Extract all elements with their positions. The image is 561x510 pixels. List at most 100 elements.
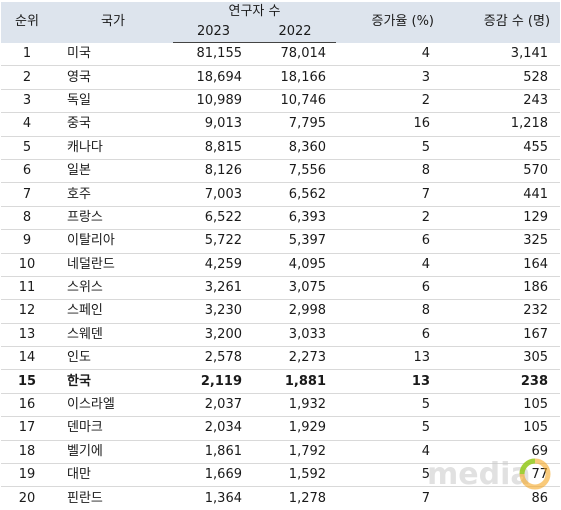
table-row: 2 영국 18,694 18,166 3 528 bbox=[1, 65, 561, 90]
rank-cell: 10 bbox=[1, 253, 53, 277]
researchers-2022-cell: 1,881 bbox=[254, 369, 337, 394]
rank-cell: 6 bbox=[1, 159, 53, 184]
change-cell: 455 bbox=[444, 136, 561, 160]
header-country: 국가 bbox=[53, 2, 173, 43]
researchers-2022-cell: 10,746 bbox=[254, 89, 337, 114]
change-cell: 164 bbox=[444, 253, 561, 277]
rank-cell: 1 bbox=[1, 42, 53, 67]
table-row: 8 프랑스 6,522 6,393 2 129 bbox=[1, 206, 561, 231]
country-cell: 한국 bbox=[53, 369, 173, 394]
change-cell: 243 bbox=[444, 89, 561, 114]
researchers-2023-cell: 6,522 bbox=[173, 206, 254, 231]
researchers-2023-cell: 10,989 bbox=[173, 89, 254, 114]
country-cell: 스페인 bbox=[53, 299, 173, 324]
researchers-2023-cell: 2,119 bbox=[173, 369, 254, 394]
rank-cell: 3 bbox=[1, 89, 53, 114]
country-cell: 프랑스 bbox=[53, 206, 173, 231]
country-cell: 영국 bbox=[53, 65, 173, 90]
table-row: 17 덴마크 2,034 1,929 5 105 bbox=[1, 416, 561, 441]
change-cell: 528 bbox=[444, 65, 561, 90]
rank-cell: 11 bbox=[1, 276, 53, 301]
table-row: 14 인도 2,578 2,273 13 305 bbox=[1, 346, 561, 371]
change-cell: 232 bbox=[444, 299, 561, 324]
table-row: 9 이탈리아 5,722 5,397 6 325 bbox=[1, 229, 561, 254]
country-cell: 이스라엘 bbox=[53, 393, 173, 418]
researchers-2022-cell: 2,998 bbox=[254, 299, 337, 324]
rank-cell: 8 bbox=[1, 206, 53, 231]
researchers-2023-cell: 3,230 bbox=[173, 299, 254, 324]
header-researchers: 연구자 수 bbox=[173, 2, 337, 22]
rank-cell: 20 bbox=[18, 490, 36, 506]
table-row: 13 스웨덴 3,200 3,033 6 167 bbox=[1, 323, 561, 348]
table-row: 18 벨기에 1,861 1,792 4 69 bbox=[1, 440, 561, 465]
researchers-2023-cell: 4,259 bbox=[173, 253, 254, 277]
growth-rate-cell: 16 bbox=[336, 112, 445, 137]
researchers-2023-cell: 9,013 bbox=[173, 112, 254, 137]
rank-cell: 19 bbox=[1, 463, 53, 488]
researchers-2022-cell: 18,166 bbox=[254, 65, 337, 90]
country-cell: 중국 bbox=[53, 112, 173, 137]
researchers-2022-cell: 6,393 bbox=[254, 206, 337, 231]
change-cell: 105 bbox=[444, 393, 561, 418]
researchers-2022-cell: 5,397 bbox=[254, 229, 337, 254]
change-cell: 167 bbox=[444, 323, 561, 348]
change-cell: 186 bbox=[444, 276, 561, 301]
table-row: 15 한국 2,119 1,881 13 238 bbox=[1, 369, 561, 394]
growth-rate-cell: 5 bbox=[336, 393, 445, 418]
researchers-2023-cell: 2,034 bbox=[173, 416, 254, 441]
country-cell: 독일 bbox=[53, 89, 173, 114]
growth-rate-cell: 7 bbox=[336, 182, 445, 207]
researchers-2023-cell: 2,037 bbox=[173, 393, 254, 418]
rank-cell: 2 bbox=[1, 65, 53, 90]
change-cell: 570 bbox=[444, 159, 561, 184]
media-watermark-logo: media bbox=[427, 457, 551, 492]
change-cell: 129 bbox=[444, 206, 561, 231]
growth-rate-cell: 6 bbox=[336, 229, 445, 254]
table-body: 1 미국 81,155 78,014 4 3,141 2 영국 18,694 18,166 3 528… bbox=[1, 42, 561, 510]
table-row: 1 미국 81,155 78,014 4 3,141 bbox=[1, 42, 561, 67]
country-cell: 네덜란드 bbox=[53, 253, 173, 277]
table-header: 순위 국가 연구자 수 증가율 (%) 증감 수 (명) 2023 2022 bbox=[1, 2, 561, 43]
researchers-2023-cell: 1,861 bbox=[173, 440, 254, 465]
header-rank: 순위 bbox=[1, 2, 53, 43]
researchers-2022-cell: 1,592 bbox=[254, 463, 337, 488]
researchers-2022-cell: 4,095 bbox=[254, 253, 337, 277]
table-row: 12 스페인 3,230 2,998 8 232 bbox=[1, 299, 561, 324]
header-growth-rate: 증가율 (%) bbox=[336, 2, 445, 43]
growth-rate-cell: 3 bbox=[336, 65, 445, 90]
rank-cell: 4 bbox=[1, 112, 53, 137]
rank-cell: 13 bbox=[1, 323, 53, 348]
growth-rate-cell: 2 bbox=[336, 89, 445, 114]
country-cell: 캐나다 bbox=[53, 136, 173, 160]
researchers-2023-cell: 7,003 bbox=[173, 182, 254, 207]
country-cell: 스웨덴 bbox=[53, 323, 173, 348]
researchers-2022-cell: 3,075 bbox=[254, 276, 337, 301]
change-cell: 69 bbox=[444, 440, 561, 465]
change-cell: 441 bbox=[444, 182, 561, 207]
rank-cell: 14 bbox=[1, 346, 53, 371]
researchers-2023-cell: 8,815 bbox=[173, 136, 254, 160]
growth-rate-cell: 4 bbox=[336, 42, 445, 67]
growth-rate-cell: 8 bbox=[336, 159, 445, 184]
table-row: 3 독일 10,989 10,746 2 243 bbox=[1, 89, 561, 114]
table-row: 4 중국 9,013 7,795 16 1,218 bbox=[1, 112, 561, 137]
table-row: 6 일본 8,126 7,556 8 570 bbox=[1, 159, 561, 184]
researchers-2022-cell: 1,929 bbox=[254, 416, 337, 441]
table-row: 19 대만 1,669 1,592 5 77 bbox=[1, 463, 561, 488]
rank-cell: 16 bbox=[1, 393, 53, 418]
country-cell: 일본 bbox=[53, 159, 173, 184]
researchers-2022-cell: 7,556 bbox=[254, 159, 337, 184]
table-row: 10 네덜란드 4,259 4,095 4 164 bbox=[1, 253, 561, 277]
researchers-2023-cell: 3,261 bbox=[173, 276, 254, 301]
rank-cell: 7 bbox=[1, 182, 53, 207]
header-change: 증감 수 (명) bbox=[444, 2, 561, 43]
country-cell: 인도 bbox=[53, 346, 173, 371]
change-cell: 325 bbox=[444, 229, 561, 254]
researchers-2023-cell: 81,155 bbox=[173, 42, 254, 67]
change-cell: 3,141 bbox=[444, 42, 561, 67]
rank-cell: 17 bbox=[1, 416, 53, 441]
watermark-text: media bbox=[427, 457, 531, 492]
header-year-2023: 2023 bbox=[173, 22, 254, 43]
country-cell: 스위스 bbox=[53, 276, 173, 301]
researchers-2022-cell: 6,562 bbox=[254, 182, 337, 207]
